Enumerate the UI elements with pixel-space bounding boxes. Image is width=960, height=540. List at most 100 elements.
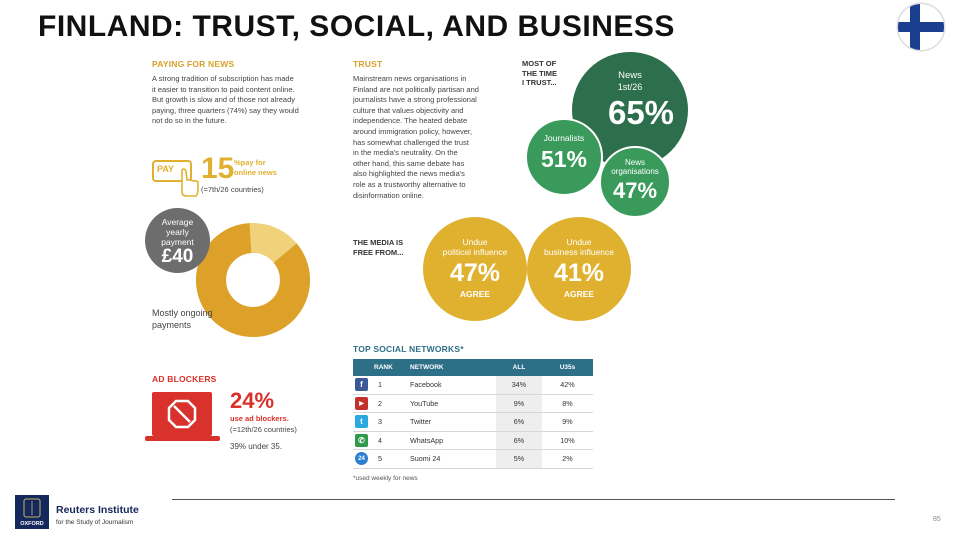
youtube-icon: ▶	[355, 396, 368, 410]
row-u35: 8%	[562, 398, 573, 408]
table-row: f 1 Facebook 34% 42%	[353, 376, 593, 395]
pay-desc-line: online news	[234, 168, 277, 177]
row-network: Suomi 24	[410, 454, 441, 464]
trust-text: Mainstream news organisations in Finland…	[353, 74, 479, 201]
adblock-heading: AD BLOCKERS	[152, 374, 217, 384]
pay-desc-line: %pay for	[234, 158, 266, 167]
news-trust-rank: 1st/26	[617, 82, 643, 92]
facebook-icon: f	[355, 378, 368, 392]
row-rank: 2	[378, 398, 382, 408]
row-u35: 10%	[560, 435, 575, 445]
pay-description: %pay for online news	[234, 158, 277, 178]
political-value: 47%	[449, 259, 501, 287]
twitter-icon: t	[355, 415, 368, 429]
footer-divider	[172, 499, 895, 500]
trust-line: Mainstream news organisations in	[353, 74, 467, 83]
table-header: RANK NETWORK ALL U35s	[353, 359, 593, 376]
payment-donut-chart	[196, 223, 310, 337]
media-free-line: FREE FROM...	[353, 247, 404, 257]
most-time-line: I TRUST...	[522, 78, 557, 87]
average-label: yearly	[166, 227, 189, 237]
col-network: NETWORK	[410, 364, 444, 371]
social-footnote: *used weekly for news	[353, 475, 418, 482]
most-time-heading: MOST OF THE TIME I TRUST...	[522, 59, 557, 88]
whatsapp-icon: ✆	[355, 433, 368, 447]
paying-heading: PAYING FOR NEWS	[152, 59, 235, 69]
most-time-line: MOST OF	[522, 59, 557, 68]
journalists-trust-value: 51%	[540, 146, 588, 172]
political-label: political influence	[442, 247, 508, 257]
paying-line: not do so in the future.	[152, 116, 227, 126]
trust-line: around immigration policy, however,	[353, 126, 473, 136]
col-rank: RANK	[374, 364, 393, 371]
row-rank: 3	[378, 417, 382, 427]
orgs-trust-value: 47%	[612, 178, 658, 203]
row-network: Facebook	[410, 380, 442, 390]
average-payment-value: £40	[161, 246, 194, 267]
infographic: PAYING FOR NEWS A strong tradition of su…	[145, 50, 700, 490]
average-payment-bubble: Average yearly payment £40	[145, 208, 210, 273]
row-all: 6%	[496, 413, 542, 431]
row-network: YouTube	[410, 398, 439, 408]
donut-label-line: payments	[152, 320, 192, 330]
row-u35: 2%	[562, 454, 573, 464]
table-row: ✆ 4 WhatsApp 6% 10%	[353, 431, 593, 450]
media-free-heading: THE MEDIA IS FREE FROM...	[353, 238, 403, 257]
pay-rank: (=7th/26 countries)	[201, 185, 264, 194]
business-label: business influence	[544, 247, 614, 257]
suomi24-icon: 24	[355, 452, 368, 466]
adblock-desc-line: (=12th/26 countries)	[230, 424, 297, 434]
page-title: FINLAND: TRUST, SOCIAL, AND BUSINESS	[38, 10, 675, 43]
finland-flag-icon	[896, 2, 946, 52]
paying-line: But growth is slow and of those not alre…	[152, 95, 295, 105]
donut-label: Mostly ongoing payments	[152, 307, 213, 331]
orgs-trust-label: organisations	[611, 167, 659, 176]
trust-line: culture that values objectivity and	[353, 105, 464, 115]
paying-line: paying, three quarters (74%) say they wo…	[152, 105, 299, 115]
business-agree: AGREE	[563, 289, 595, 299]
average-label: payment	[161, 237, 194, 247]
col-u35: U35s	[559, 364, 576, 371]
trust-line: other hand, this same debate has	[353, 158, 465, 168]
row-u35: 9%	[562, 417, 573, 427]
news-trust-label: News	[618, 70, 642, 81]
row-network: WhatsApp	[410, 435, 444, 445]
paying-text: A strong tradition of subscription has m…	[152, 74, 299, 127]
business-influence-bubble: Undue business influence 41% AGREE	[527, 217, 631, 321]
brand-name: Reuters Institute	[56, 504, 139, 516]
row-all: 5%	[496, 450, 542, 468]
trust-line: in the media's neutrality. On the	[353, 148, 458, 158]
trust-line: independence. The heated debate	[353, 116, 468, 126]
adblock-under35: 39% under 35.	[230, 442, 283, 451]
donut-label-line: Mostly ongoing	[152, 308, 213, 318]
social-networks-table: RANK NETWORK ALL U35s f 1 Facebook 34% 4…	[353, 359, 593, 469]
col-all: ALL	[496, 359, 542, 376]
political-agree: AGREE	[459, 289, 491, 299]
trust-line: disinformation online.	[353, 190, 424, 200]
header-icon-cell	[353, 359, 370, 376]
trust-line: also highlighted the news media's	[353, 169, 465, 179]
row-u35: 42%	[560, 380, 575, 390]
social-heading: TOP SOCIAL NETWORKS*	[353, 344, 464, 354]
trust-line: has somewhat challenged the trust	[353, 137, 469, 147]
row-rank: 5	[378, 454, 382, 464]
trust-line: Finland are not politically partisan and	[353, 84, 479, 94]
adblock-desc: use ad blockers. (=12th/26 countries)	[230, 414, 297, 435]
trust-heading: TRUST	[353, 59, 383, 69]
paying-line: A strong tradition of subscription has m…	[152, 74, 294, 83]
journalists-trust-bubble: Journalists 51%	[525, 118, 603, 196]
row-network: Twitter	[410, 417, 432, 427]
table-row: ▶ 2 YouTube 9% 8%	[353, 394, 593, 413]
adblock-value: 24%	[230, 388, 275, 413]
table-row: 24 5 Suomi 24 5% 2%	[353, 450, 593, 469]
oxford-crest-icon	[23, 498, 41, 518]
pay-button-icon	[152, 160, 199, 197]
page-number: 85	[933, 516, 941, 523]
trust-line: journalists have a strong professional	[353, 95, 477, 105]
row-rank: 4	[378, 435, 382, 445]
media-free-line: THE MEDIA IS	[353, 238, 404, 247]
orgs-trust-bubble: News organisations 47%	[599, 146, 671, 218]
most-time-line: THE TIME	[522, 68, 557, 78]
news-trust-value: 65%	[607, 94, 675, 131]
row-all: 9%	[496, 394, 542, 412]
